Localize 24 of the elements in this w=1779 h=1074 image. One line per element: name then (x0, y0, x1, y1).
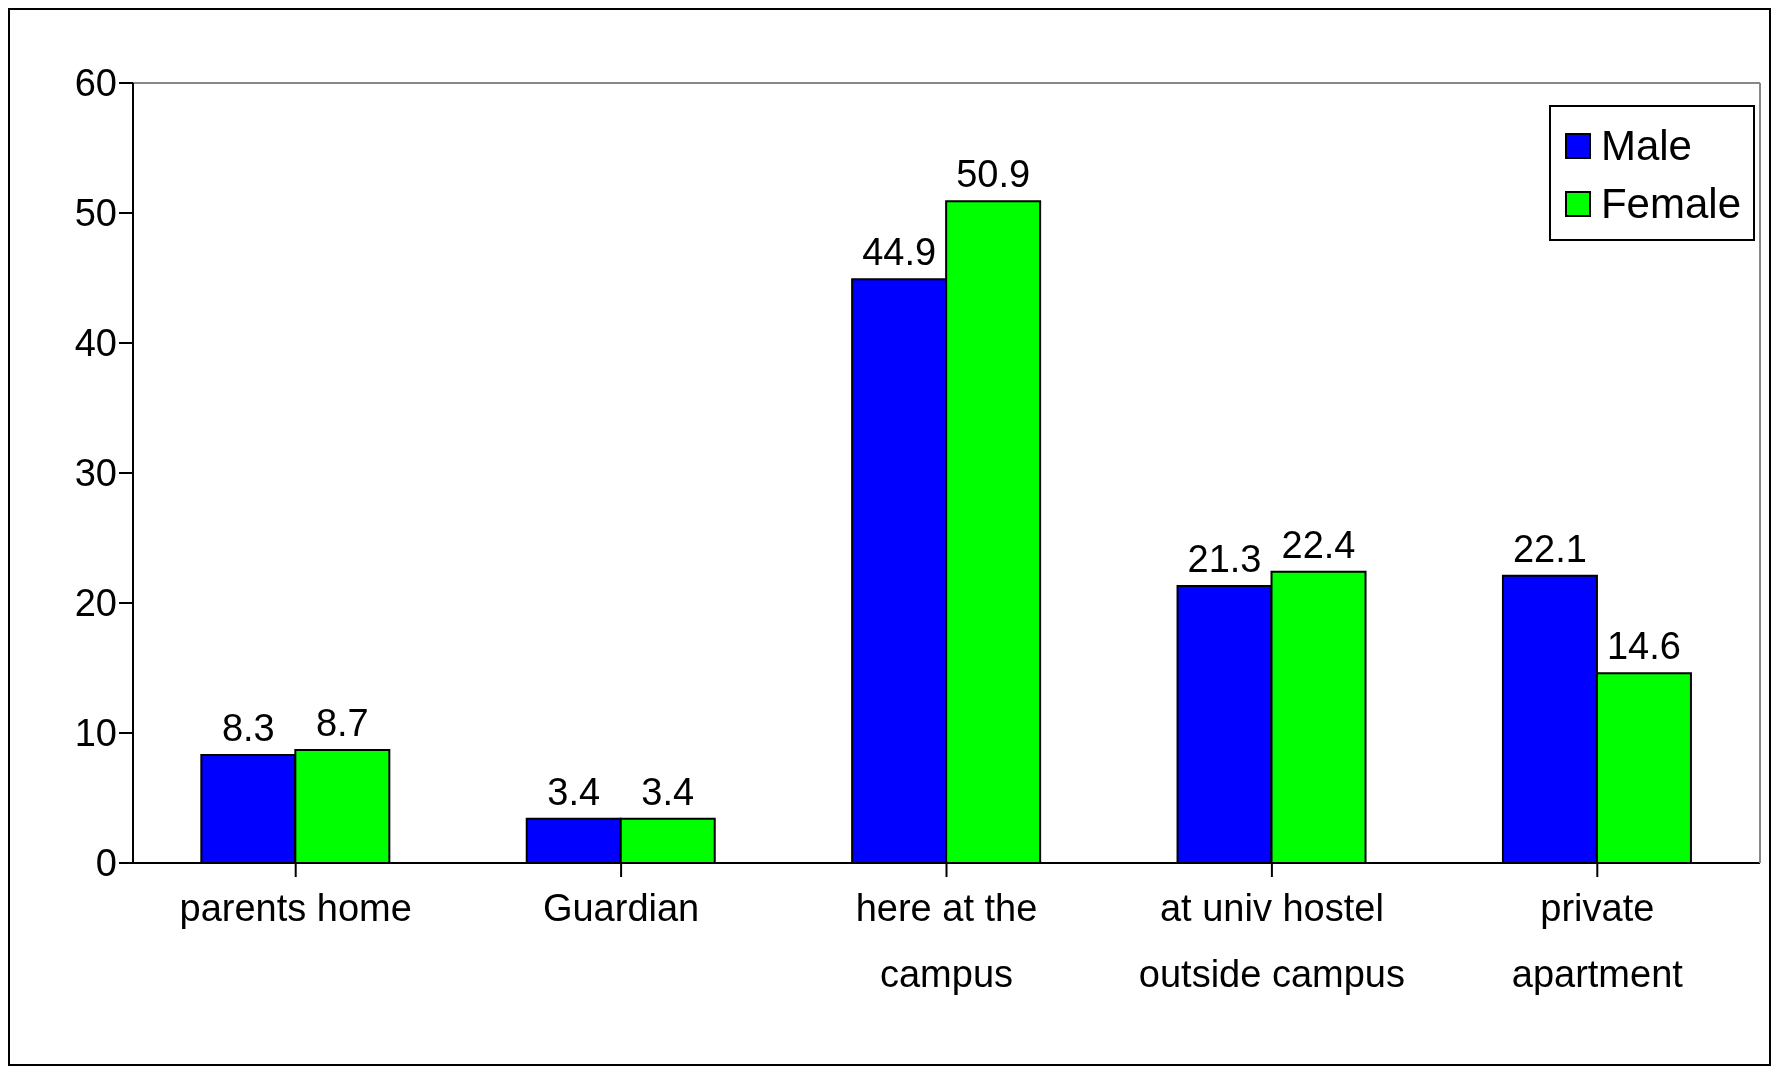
data-label: 3.4 (547, 770, 601, 813)
y-tick-label: 30 (74, 452, 117, 495)
x-tick-label: parents home (179, 887, 412, 929)
data-label: 3.4 (641, 770, 695, 813)
x-tick-label: here at the campus (855, 887, 1038, 995)
y-tick-label: 40 (74, 322, 117, 365)
data-label: 44.9 (862, 231, 937, 274)
data-label: 8.3 (221, 707, 275, 750)
legend-label: Male (1600, 121, 1692, 171)
x-tick-label: Guardian (542, 887, 700, 929)
legend-label: Female (1600, 179, 1741, 229)
y-tick-label: 50 (74, 192, 117, 235)
data-label: 50.9 (956, 153, 1031, 196)
y-tick-label: 60 (74, 62, 117, 105)
data-label: 22.4 (1281, 523, 1356, 566)
x-tick-label: at univ hostel outside campus (1138, 887, 1405, 995)
x-tick-label: private apartment (1511, 887, 1684, 995)
y-tick-label: 10 (74, 712, 117, 755)
data-label: 14.6 (1606, 625, 1681, 668)
data-label: 21.3 (1187, 538, 1262, 581)
y-tick-label: 0 (95, 842, 117, 885)
y-tick-label: 20 (74, 582, 117, 625)
data-label: 22.1 (1512, 527, 1587, 570)
data-label: 8.7 (315, 701, 369, 744)
